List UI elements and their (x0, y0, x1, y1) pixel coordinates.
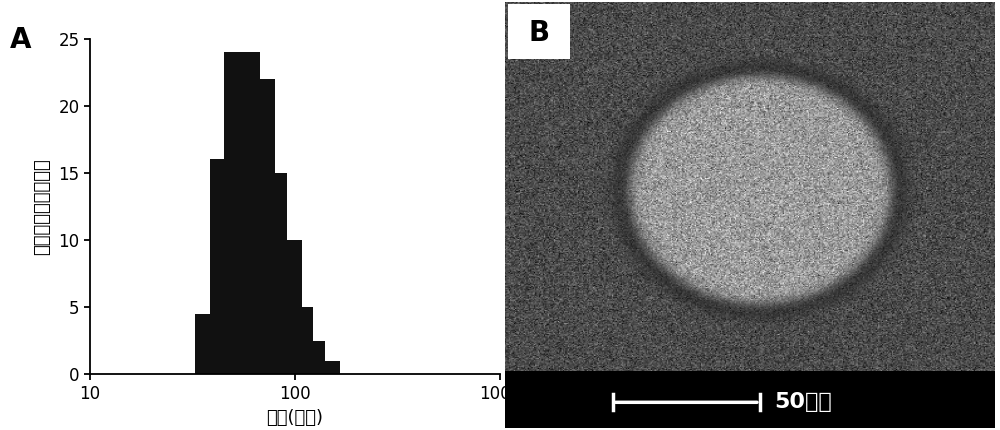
Text: B: B (528, 19, 549, 47)
Text: 50纳米: 50纳米 (774, 392, 832, 412)
Text: A: A (10, 26, 32, 54)
X-axis label: 直径(纳米): 直径(纳米) (266, 409, 324, 427)
Bar (505, 371, 995, 428)
Y-axis label: 粒径大小（百分比）: 粒径大小（百分比） (34, 158, 52, 255)
Bar (508, 4, 570, 59)
